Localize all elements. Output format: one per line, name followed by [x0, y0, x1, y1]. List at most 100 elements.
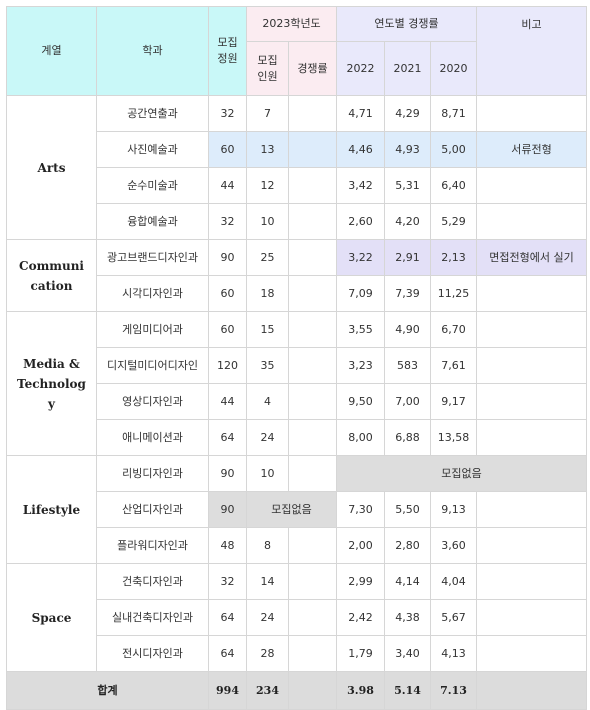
- group-arts: Arts: [6, 95, 97, 240]
- header-yearly-competition: 연도별 경쟁률: [336, 6, 478, 42]
- table-row: Space 건축디자인과 32 14 2,99 4,14 4,04: [6, 563, 588, 672]
- dept-cell: 사진예술과: [96, 131, 209, 168]
- y2022-cell: 7,09: [336, 275, 386, 312]
- table-row: 플라워디자인과 48 8 2,00 2,80 3,60: [7, 527, 588, 564]
- y2021-cell: 4,14: [384, 563, 432, 600]
- recruit-cell: 12: [246, 167, 289, 204]
- y2021-cell: 5,50: [384, 491, 432, 528]
- y2022-cell: 9,50: [336, 383, 386, 420]
- quota-cell: 48: [208, 527, 247, 564]
- y2021-cell: 4,93: [384, 131, 432, 168]
- y2020-cell: 3,60: [430, 527, 478, 564]
- remark-cell: 면접전형에서 실기: [476, 239, 588, 276]
- table-row: 실내건축디자인과 64 24 2,42 4,38 5,67: [7, 599, 588, 636]
- total-2022: 3.98: [336, 671, 386, 710]
- total-row: 합계 994 234 3.98 5.14 7.13: [6, 671, 588, 710]
- dept-cell: 디지털미디어디자인: [96, 347, 209, 384]
- total-2021: 5.14: [384, 671, 432, 710]
- recruit-cell: 13: [246, 131, 289, 168]
- recruit-cell: 35: [246, 347, 289, 384]
- dept-cell: 시각디자인과: [96, 275, 209, 312]
- y2022-cell: 3,23: [336, 347, 386, 384]
- recruit-cell: 25: [246, 239, 289, 276]
- dept-cell: 실내건축디자인과: [96, 599, 209, 636]
- total-label: 합계: [6, 671, 209, 710]
- table-row: 융합예술과 32 10 2,60 4,20 5,29: [7, 203, 588, 240]
- y2021-cell: 5,31: [384, 167, 432, 204]
- competition-cell: [287, 599, 338, 636]
- competition-cell: [287, 203, 338, 240]
- quota-cell: 90: [208, 455, 247, 492]
- quota-cell: 64: [208, 635, 247, 672]
- y2021-cell: 2,91: [384, 239, 432, 276]
- y2020-cell: 2,13: [430, 239, 478, 276]
- total-competition: [287, 671, 338, 710]
- recruit-cell: 8: [246, 527, 289, 564]
- dept-cell: 공간연출과: [96, 95, 209, 132]
- quota-cell: 44: [208, 383, 247, 420]
- dept-cell: 융합예술과: [96, 203, 209, 240]
- table-row: Lifestyle 리빙디자인과 90 10 모집없음: [6, 455, 588, 564]
- competition-cell: [287, 383, 338, 420]
- competition-cell: [287, 635, 338, 672]
- recruit-cell: 24: [246, 419, 289, 456]
- y2020-cell: 6,40: [430, 167, 478, 204]
- remark-cell: [476, 599, 588, 636]
- header-category: 계열: [6, 6, 97, 96]
- remark-cell: [476, 527, 588, 564]
- remark-cell: [476, 167, 588, 204]
- remark-cell: [476, 275, 588, 312]
- remark-cell: [476, 311, 588, 348]
- competition-cell: [287, 95, 338, 132]
- header-2021: 2021: [384, 41, 432, 96]
- header-recruit: 모집 인원: [246, 41, 289, 96]
- quota-cell: 32: [208, 203, 247, 240]
- table-row: Media & Technolog y 게임미디어과 60 15 3,55 4,…: [6, 311, 588, 456]
- remark-cell: [476, 383, 588, 420]
- table-row: Communi cation 광고브랜드디자인과 90 25 3,22 2,91…: [6, 239, 588, 312]
- y2020-cell: 5,29: [430, 203, 478, 240]
- recruit-cell: 4: [246, 383, 289, 420]
- remark-cell: [476, 563, 588, 600]
- remark-cell: 서류전형: [476, 131, 588, 168]
- table-row: Arts 공간연출과 32 7 4,71 4,29 8,71: [6, 95, 588, 240]
- quota-cell: 90: [208, 491, 247, 528]
- competition-cell: [287, 131, 338, 168]
- y2022-cell: 3,55: [336, 311, 386, 348]
- header-competition: 경쟁률: [287, 41, 338, 96]
- header-quota: 모집 정원: [208, 6, 247, 96]
- competition-cell: [287, 167, 338, 204]
- y2021-cell: 7,39: [384, 275, 432, 312]
- total-2020: 7.13: [430, 671, 478, 710]
- y2022-cell: 3,42: [336, 167, 386, 204]
- quota-cell: 60: [208, 311, 247, 348]
- y2020-cell: 4,04: [430, 563, 478, 600]
- y2021-cell: 6,88: [384, 419, 432, 456]
- y2022-cell: 2,60: [336, 203, 386, 240]
- header-2023: 2023학년도: [245, 6, 338, 42]
- remark-cell: [476, 491, 588, 528]
- total-recruit: 234: [246, 671, 289, 710]
- competition-cell: [287, 347, 338, 384]
- y2022-cell: 3,22: [336, 239, 386, 276]
- quota-cell: 60: [208, 131, 247, 168]
- remark-cell: [476, 635, 588, 672]
- y2021-cell: 4,29: [384, 95, 432, 132]
- admission-table: 계열 학과 모집 정원 2023학년도 연도별 경쟁률 비고 모집 인원 경쟁률…: [6, 6, 588, 710]
- dept-cell: 플라워디자인과: [96, 527, 209, 564]
- y2022-cell: 4,71: [336, 95, 386, 132]
- header-2022: 2022: [336, 41, 386, 96]
- dept-cell: 영상디자인과: [96, 383, 209, 420]
- recruit-cell: 10: [246, 455, 289, 492]
- y2020-cell: 11,25: [430, 275, 478, 312]
- table-row: 전시디자인과 64 28 1,79 3,40 4,13: [7, 635, 588, 672]
- y2021-cell: 4,90: [384, 311, 432, 348]
- header-2020: 2020: [430, 41, 478, 96]
- quota-cell: 90: [208, 239, 247, 276]
- recruit-cell: 14: [246, 563, 289, 600]
- group-space: Space: [6, 563, 97, 672]
- competition-cell: [287, 275, 338, 312]
- y2022-cell: 4,46: [336, 131, 386, 168]
- y2020-cell: 9,13: [430, 491, 478, 528]
- y2021-cell: 7,00: [384, 383, 432, 420]
